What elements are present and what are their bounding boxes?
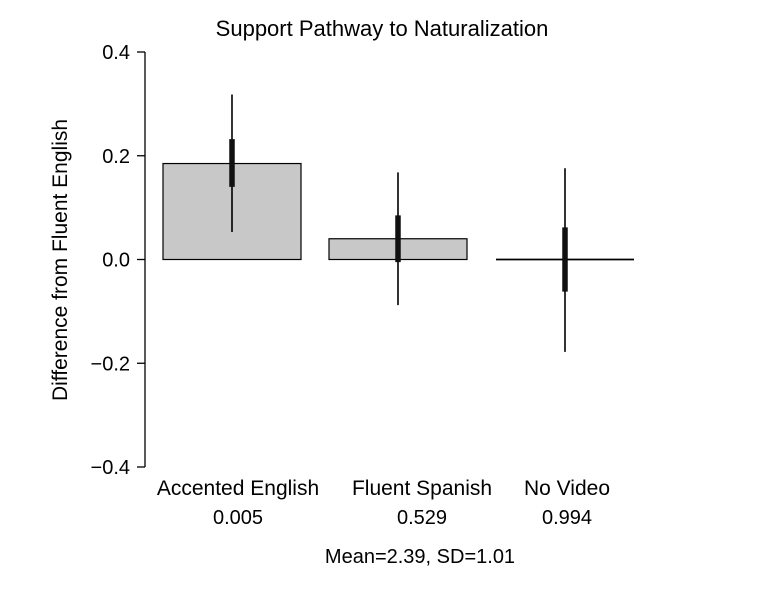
y-tick-label: 0.4: [102, 42, 130, 64]
error-bars: [229, 94, 568, 352]
y-tick-label: −0.2: [91, 353, 130, 375]
chart-title: Support Pathway to Naturalization: [216, 16, 549, 41]
x-tick-label: Accented English: [157, 477, 319, 500]
category-note: 0.005: [213, 507, 263, 529]
x-tick-label: No Video: [524, 477, 610, 500]
y-tick-label: 0.0: [102, 250, 130, 272]
category-labels: Accented English 0.005 Fluent Spanish 0.529…: [157, 477, 610, 529]
category-note: 0.529: [397, 507, 447, 529]
summary-note: Mean=2.39, SD=1.01: [325, 546, 515, 568]
x-tick-label: Fluent Spanish: [352, 477, 492, 500]
y-tick-label: −0.4: [91, 457, 130, 479]
y-tick-label: 0.2: [102, 146, 130, 168]
category-note: 0.994: [542, 507, 592, 529]
y-axis-ticks: 0.4 0.2 0.0 −0.2 −0.4: [91, 42, 145, 479]
y-axis-label: Difference from Fluent English: [49, 119, 72, 401]
